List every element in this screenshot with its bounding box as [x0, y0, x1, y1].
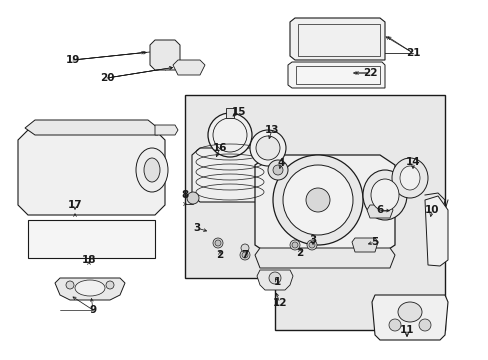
- Text: 16: 16: [212, 143, 227, 153]
- Ellipse shape: [370, 179, 398, 211]
- Polygon shape: [254, 248, 394, 268]
- Ellipse shape: [267, 160, 287, 180]
- Text: 1: 1: [273, 277, 280, 287]
- Ellipse shape: [207, 113, 251, 157]
- Ellipse shape: [283, 165, 352, 235]
- Ellipse shape: [272, 155, 362, 245]
- Ellipse shape: [186, 192, 199, 204]
- Polygon shape: [173, 60, 204, 75]
- Ellipse shape: [397, 302, 421, 322]
- Polygon shape: [287, 62, 384, 88]
- Text: 11: 11: [399, 325, 413, 335]
- Text: 3: 3: [309, 235, 316, 245]
- Ellipse shape: [215, 240, 221, 246]
- Ellipse shape: [106, 281, 114, 289]
- Ellipse shape: [256, 136, 280, 160]
- Ellipse shape: [391, 158, 427, 198]
- Polygon shape: [254, 155, 394, 255]
- Ellipse shape: [240, 250, 249, 260]
- Polygon shape: [366, 205, 392, 218]
- Text: 9: 9: [89, 305, 96, 315]
- Polygon shape: [424, 196, 447, 266]
- Text: 2: 2: [216, 250, 223, 260]
- Polygon shape: [289, 18, 384, 60]
- Polygon shape: [184, 95, 444, 330]
- Text: 2: 2: [296, 248, 303, 258]
- Ellipse shape: [388, 319, 400, 331]
- Ellipse shape: [291, 242, 297, 248]
- Text: 3: 3: [193, 223, 200, 233]
- Text: 20: 20: [100, 73, 114, 83]
- Ellipse shape: [66, 281, 74, 289]
- Ellipse shape: [305, 188, 329, 212]
- Polygon shape: [257, 270, 292, 290]
- Polygon shape: [192, 148, 267, 202]
- Ellipse shape: [213, 238, 223, 248]
- Ellipse shape: [272, 165, 283, 175]
- Text: 5: 5: [370, 237, 378, 247]
- Polygon shape: [28, 220, 155, 258]
- Text: 8: 8: [181, 190, 188, 200]
- Polygon shape: [150, 40, 180, 70]
- Polygon shape: [155, 125, 178, 135]
- Ellipse shape: [308, 242, 314, 248]
- Text: 4: 4: [277, 158, 284, 168]
- Polygon shape: [55, 278, 125, 300]
- Ellipse shape: [399, 166, 419, 190]
- Ellipse shape: [75, 280, 105, 296]
- Text: 17: 17: [67, 200, 82, 210]
- Bar: [225, 108, 234, 118]
- Polygon shape: [371, 295, 447, 340]
- Text: 10: 10: [424, 205, 438, 215]
- Polygon shape: [351, 238, 377, 252]
- Ellipse shape: [143, 158, 160, 182]
- Ellipse shape: [306, 240, 316, 250]
- Text: 6: 6: [376, 205, 383, 215]
- Bar: [297, 24, 379, 56]
- Ellipse shape: [241, 244, 248, 252]
- Polygon shape: [25, 120, 158, 135]
- Ellipse shape: [249, 130, 285, 166]
- Ellipse shape: [289, 240, 299, 250]
- Ellipse shape: [268, 272, 281, 284]
- Ellipse shape: [418, 319, 430, 331]
- Text: 13: 13: [264, 125, 279, 135]
- Ellipse shape: [242, 252, 247, 258]
- Text: 7: 7: [241, 250, 248, 260]
- Text: 22: 22: [362, 68, 376, 78]
- Ellipse shape: [136, 148, 168, 192]
- Text: 21: 21: [405, 48, 419, 58]
- Bar: [295, 66, 379, 84]
- Text: 14: 14: [405, 157, 420, 167]
- Text: 19: 19: [66, 55, 80, 65]
- Ellipse shape: [362, 170, 406, 220]
- Text: 12: 12: [272, 298, 286, 308]
- Text: 18: 18: [81, 255, 96, 265]
- Text: 15: 15: [231, 107, 246, 117]
- Polygon shape: [18, 130, 164, 215]
